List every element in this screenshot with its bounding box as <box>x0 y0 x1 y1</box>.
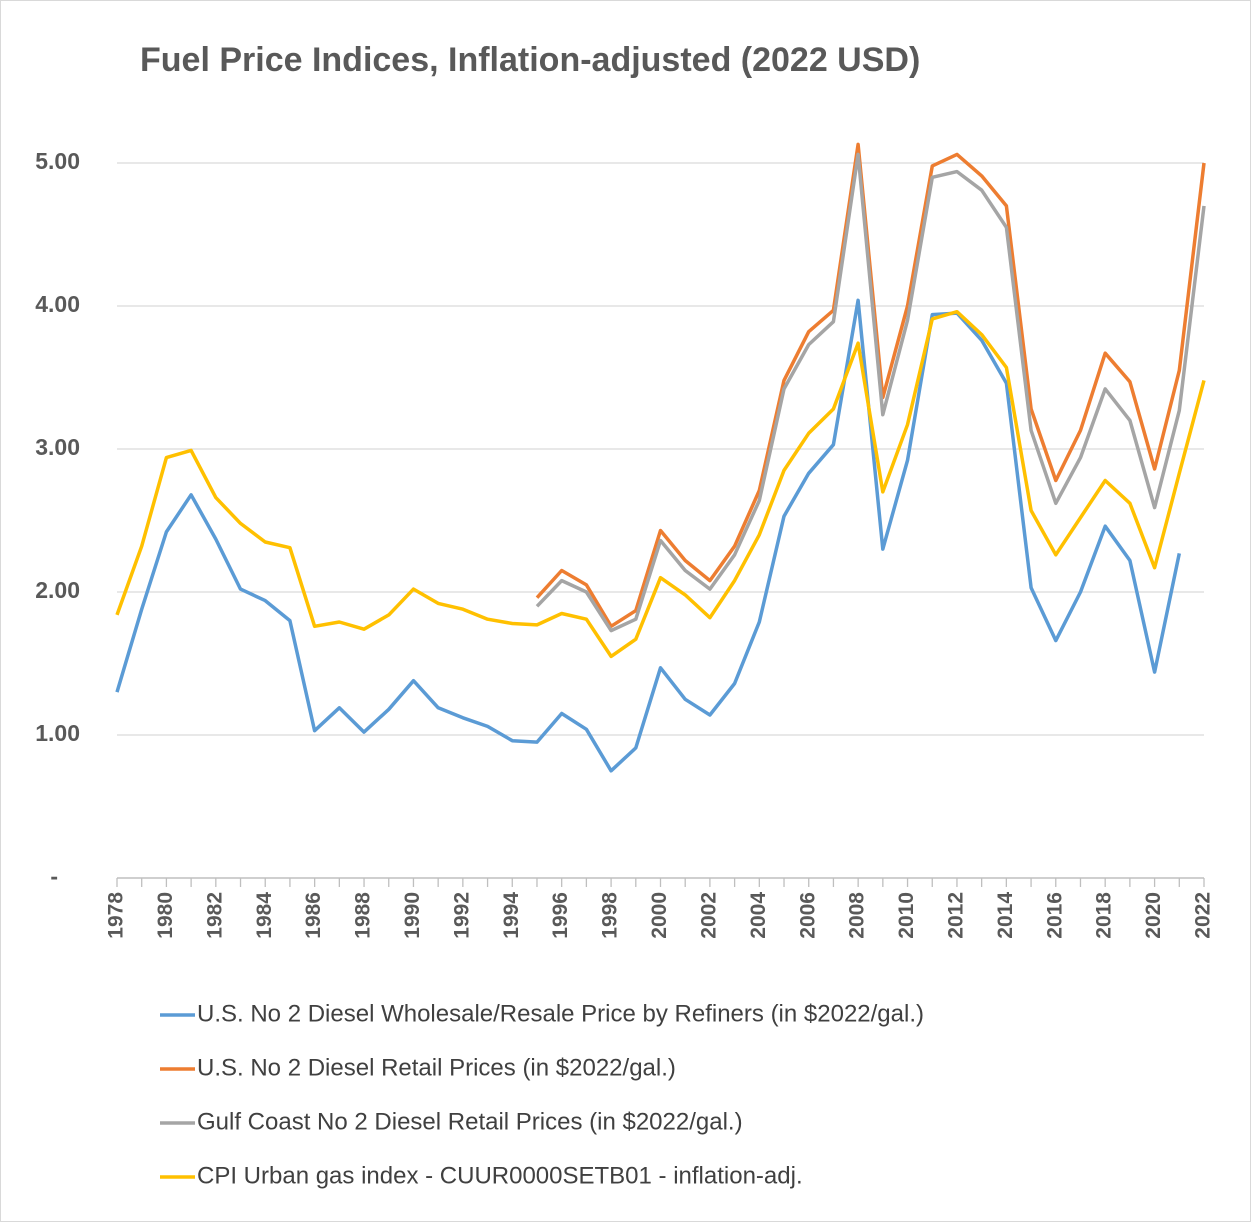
series-line <box>535 152 1206 633</box>
series-line <box>115 298 1182 773</box>
x-tick-label: 1982 <box>203 892 226 939</box>
x-tick-label: 2004 <box>747 892 770 939</box>
legend-label: Gulf Coast No 2 Diesel Retail Prices (in… <box>197 1108 743 1135</box>
x-tick-label: 2002 <box>697 892 720 939</box>
x-tick-label: 2018 <box>1093 892 1116 939</box>
x-tick-label: 1992 <box>450 892 473 939</box>
y-tick-label: 1.00 <box>35 720 80 746</box>
x-tick-label: 1984 <box>253 892 276 939</box>
x-tick-label: 2008 <box>846 892 869 939</box>
x-tick-label: 1994 <box>500 892 523 939</box>
legend-label: U.S. No 2 Diesel Wholesale/Resale Price … <box>197 1000 924 1027</box>
x-tick-label: 2000 <box>648 892 671 939</box>
x-tick-label: 1986 <box>302 892 325 939</box>
y-tick-label: - <box>50 863 58 889</box>
y-tick-label: 2.00 <box>35 577 80 603</box>
chart-title: Fuel Price Indices, Inflation-adjusted (… <box>140 41 920 79</box>
x-tick-label: 2022 <box>1192 892 1215 939</box>
legend-label: U.S. No 2 Diesel Retail Prices (in $2022… <box>197 1054 676 1081</box>
legend-label: CPI Urban gas index - CUUR0000SETB01 - i… <box>197 1162 803 1189</box>
x-tick-label: 2020 <box>1142 892 1165 939</box>
y-tick-label: 5.00 <box>35 148 80 174</box>
x-tick-label: 2006 <box>796 892 819 939</box>
x-tick-label: 1990 <box>401 892 424 939</box>
y-tick-label: 4.00 <box>35 291 80 317</box>
x-tick-label: 1980 <box>154 892 177 939</box>
y-tick-label: 3.00 <box>35 434 80 460</box>
x-tick-label: 1988 <box>352 892 375 939</box>
x-tick-label: 2010 <box>895 892 918 939</box>
x-tick-label: 2012 <box>945 892 968 939</box>
series-line <box>115 309 1206 659</box>
x-tick-label: 2016 <box>1043 892 1066 939</box>
x-tick-label: 1978 <box>105 892 128 939</box>
x-tick-label: 1996 <box>549 892 572 939</box>
x-tick-label: 1998 <box>599 892 622 939</box>
x-tick-label: 2014 <box>994 892 1017 939</box>
